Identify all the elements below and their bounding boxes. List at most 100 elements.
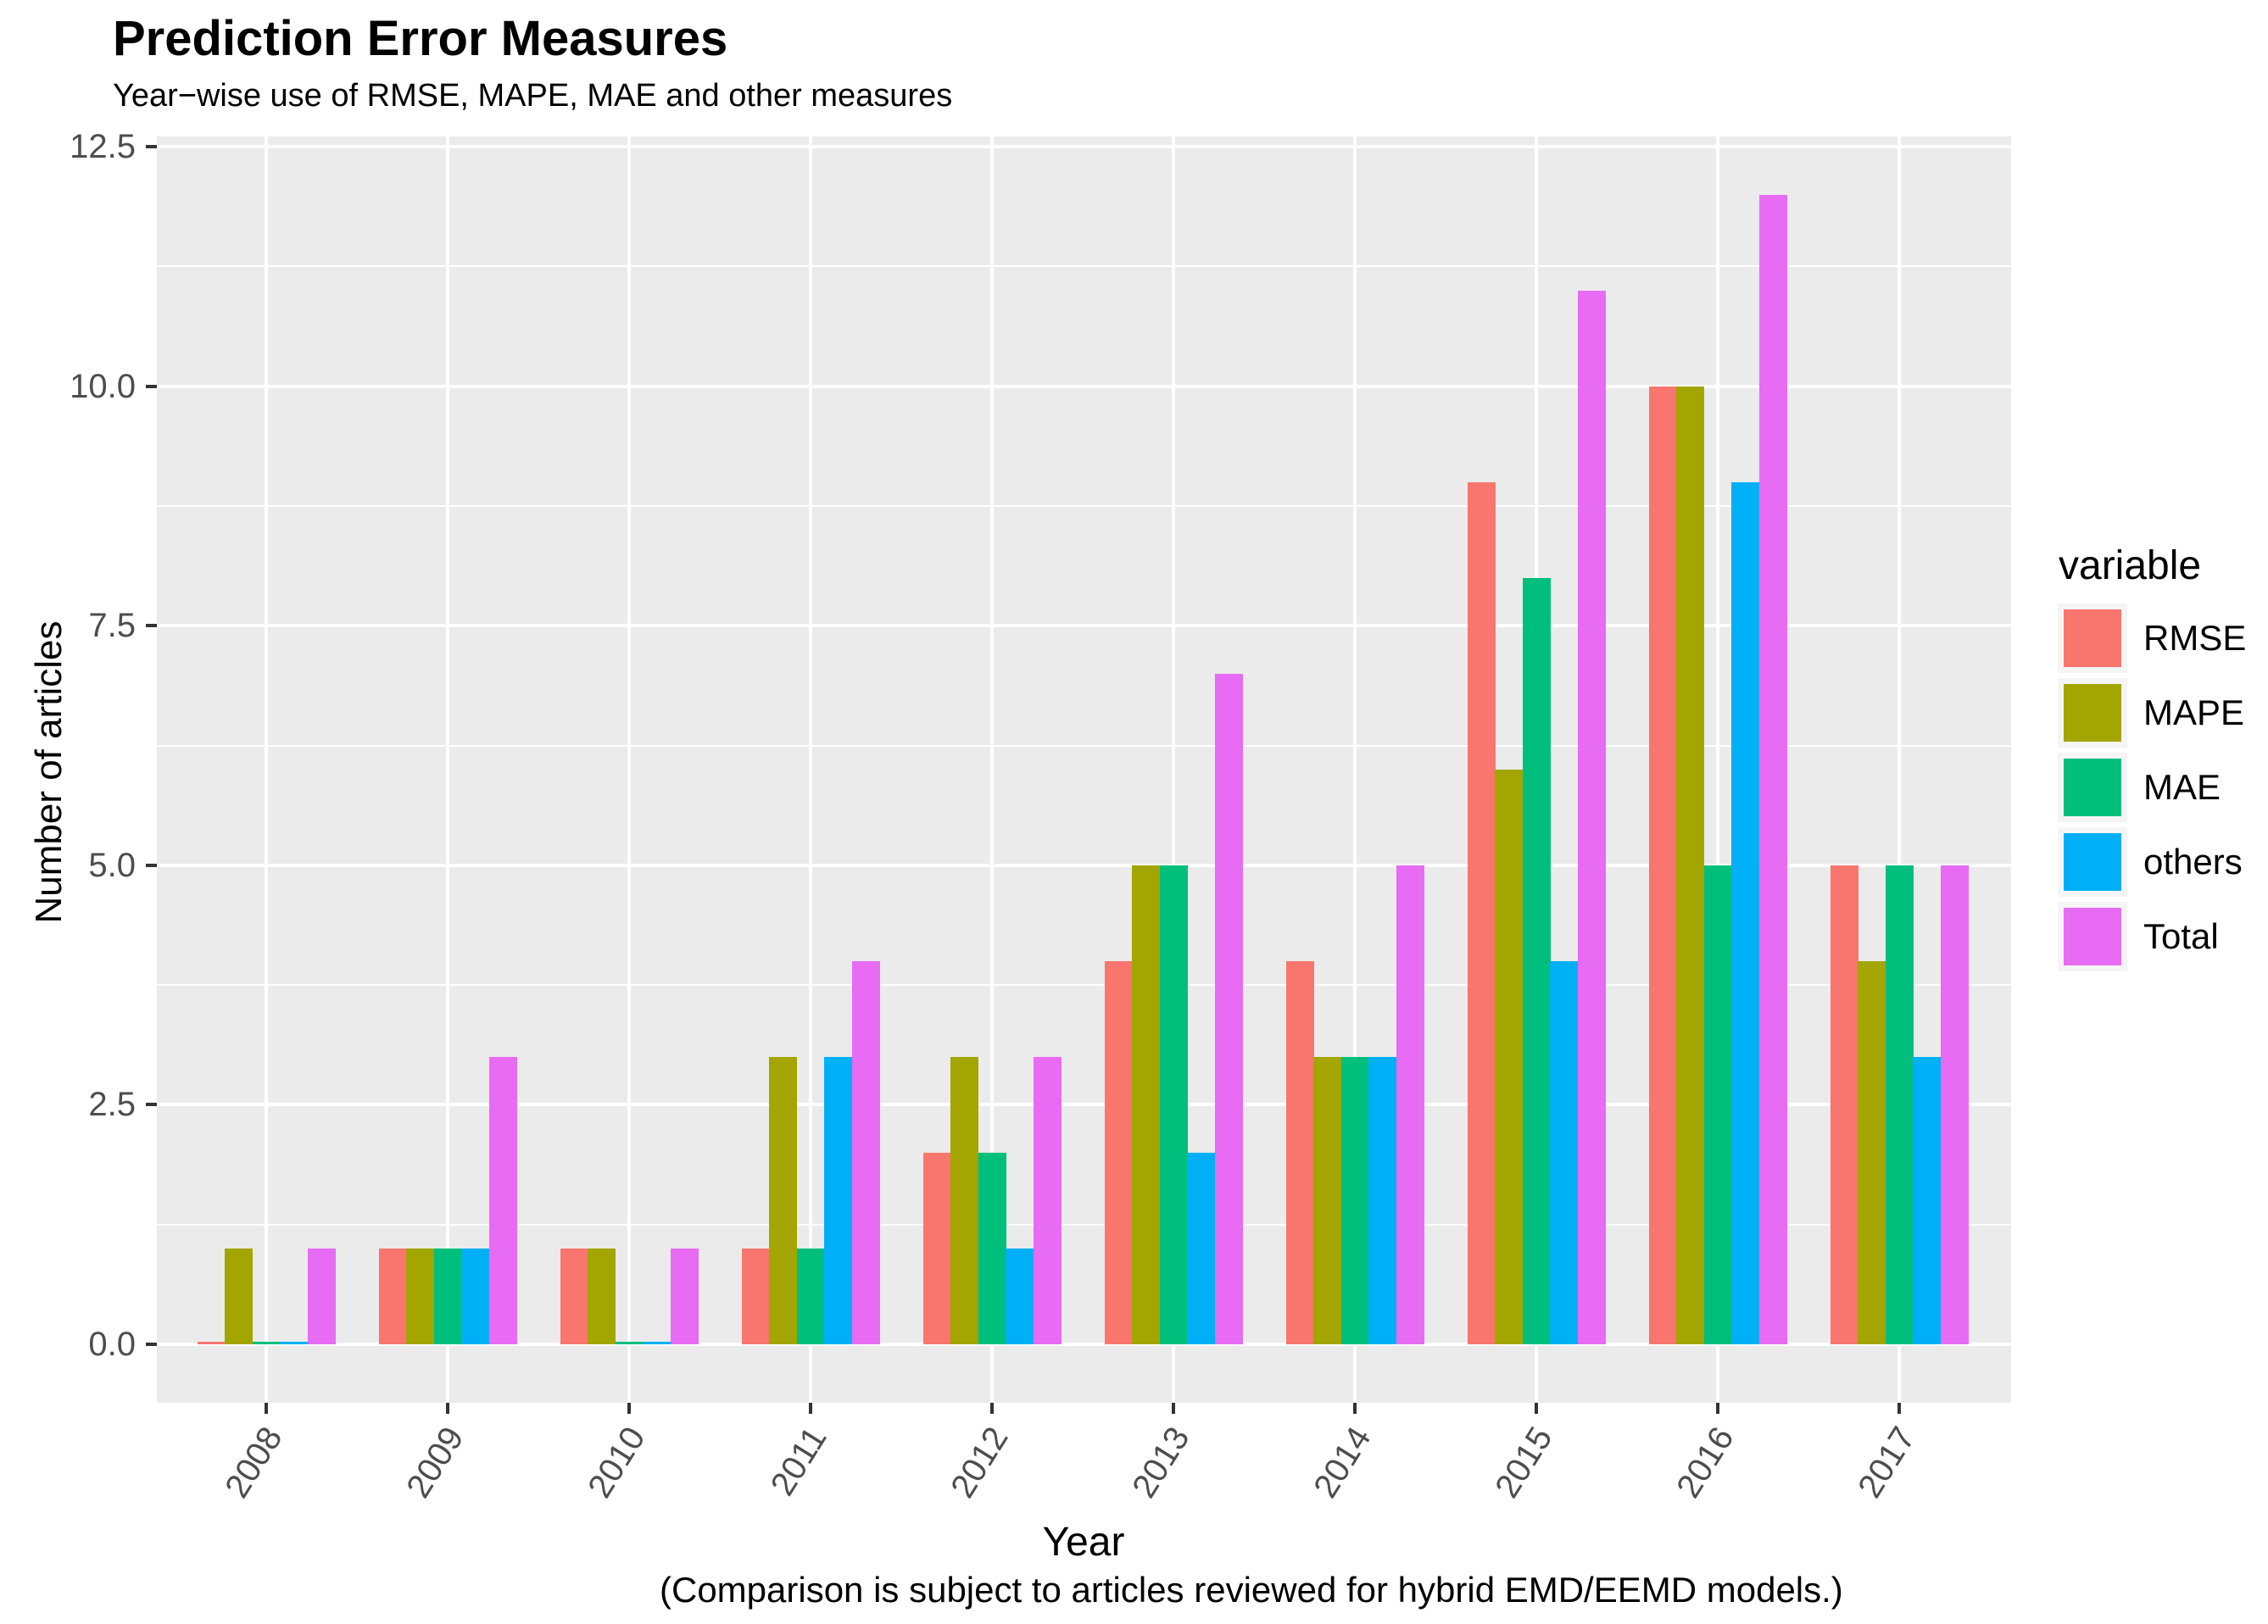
bar-others-2008 — [280, 1342, 308, 1344]
gridline-minor-horizontal — [157, 744, 2011, 747]
legend-label: MAE — [2143, 767, 2221, 807]
bar-total-2017 — [1941, 865, 1969, 1344]
y-axis-tick — [146, 1103, 157, 1107]
bar-mae-2012 — [978, 1153, 1006, 1344]
gridline-major-horizontal — [157, 1103, 2011, 1107]
bar-rmse-2009 — [379, 1249, 407, 1344]
bar-rmse-2008 — [198, 1342, 226, 1344]
chart-caption: (Comparison is subject to articles revie… — [660, 1570, 1843, 1610]
bar-total-2011 — [852, 961, 880, 1344]
bar-mae-2011 — [797, 1249, 825, 1344]
legend-label: others — [2143, 842, 2243, 882]
bar-others-2014 — [1368, 1057, 1396, 1344]
gridline-major-horizontal — [157, 624, 2011, 628]
y-axis-title: Number of articles — [28, 620, 70, 924]
bar-others-2010 — [643, 1342, 671, 1344]
gridline-major-vertical — [809, 136, 812, 1403]
legend-swatch-mape — [2064, 684, 2121, 742]
x-axis-tick — [1716, 1403, 1719, 1414]
bar-mae-2014 — [1341, 1057, 1369, 1344]
x-tick-label: 2017 — [1851, 1420, 1923, 1504]
bar-mape-2015 — [1495, 770, 1523, 1344]
gridline-major-horizontal — [157, 384, 2011, 388]
y-axis-tick — [146, 384, 157, 388]
x-axis-tick — [1353, 1403, 1357, 1414]
bar-rmse-2012 — [923, 1153, 951, 1344]
y-tick-label: 0.0 — [88, 1326, 136, 1363]
bar-mae-2009 — [434, 1249, 462, 1344]
x-axis-tick — [990, 1403, 994, 1414]
bar-mae-2013 — [1160, 865, 1188, 1344]
x-tick-label: 2015 — [1488, 1420, 1560, 1504]
bar-total-2008 — [308, 1249, 336, 1344]
legend-key — [2058, 603, 2127, 673]
gridline-major-vertical — [990, 136, 994, 1403]
bar-mape-2014 — [1313, 1057, 1341, 1344]
legend-label: RMSE — [2143, 618, 2247, 658]
bar-mae-2016 — [1704, 865, 1732, 1344]
gridline-minor-horizontal — [157, 504, 2011, 507]
bar-mae-2010 — [616, 1342, 644, 1344]
legend-swatch-others — [2064, 833, 2121, 891]
x-axis-tick — [1897, 1403, 1901, 1414]
legend-item-mae: MAE — [2052, 753, 2268, 822]
bar-rmse-2016 — [1649, 387, 1677, 1344]
chart-subtitle: Year−wise use of RMSE, MAPE, MAE and oth… — [113, 78, 953, 114]
legend-item-mape: MAPE — [2052, 678, 2268, 748]
legend-key — [2058, 678, 2127, 748]
gridline-major-vertical — [1172, 136, 1175, 1403]
legend-item-others: others — [2052, 827, 2268, 897]
bar-mape-2016 — [1676, 387, 1704, 1344]
legend-swatch-rmse — [2064, 609, 2121, 667]
bar-mae-2017 — [1886, 865, 1914, 1344]
bar-total-2010 — [671, 1249, 699, 1344]
bar-rmse-2013 — [1105, 961, 1133, 1344]
x-tick-label: 2008 — [218, 1420, 290, 1504]
gridline-major-vertical — [446, 136, 449, 1403]
x-axis-tick — [446, 1403, 449, 1414]
bar-rmse-2017 — [1831, 865, 1858, 1344]
bar-rmse-2014 — [1286, 961, 1314, 1344]
x-axis-tick — [265, 1403, 268, 1414]
y-axis-tick — [146, 624, 157, 628]
bar-total-2015 — [1578, 291, 1606, 1344]
bar-mape-2008 — [225, 1249, 253, 1344]
y-axis-tick — [146, 1343, 157, 1346]
legend-label: MAPE — [2143, 692, 2245, 732]
bar-others-2017 — [1913, 1057, 1941, 1344]
y-axis-tick — [146, 863, 157, 867]
legend-item-total: Total — [2052, 902, 2268, 971]
y-axis-tick — [146, 145, 157, 148]
bar-rmse-2015 — [1468, 482, 1496, 1344]
gridline-minor-horizontal — [157, 1223, 2011, 1226]
gridline-minor-horizontal — [157, 984, 2011, 987]
x-tick-label: 2009 — [399, 1420, 471, 1504]
x-tick-label: 2016 — [1669, 1420, 1741, 1504]
bar-others-2012 — [1006, 1249, 1034, 1344]
bar-others-2011 — [824, 1057, 852, 1344]
x-axis-title: Year — [1042, 1520, 1125, 1565]
bar-others-2013 — [1187, 1153, 1215, 1344]
bar-mape-2012 — [950, 1057, 978, 1344]
bar-others-2015 — [1550, 961, 1578, 1344]
gridline-major-vertical — [1716, 136, 1719, 1403]
x-axis-tick — [809, 1403, 812, 1414]
bar-total-2013 — [1215, 674, 1243, 1344]
bar-mape-2017 — [1858, 961, 1886, 1344]
bar-rmse-2010 — [560, 1249, 588, 1344]
bar-total-2012 — [1034, 1057, 1062, 1344]
bar-mae-2008 — [253, 1342, 281, 1344]
bar-mape-2010 — [588, 1249, 616, 1344]
x-axis-tick — [1535, 1403, 1538, 1414]
y-tick-label: 12.5 — [70, 128, 136, 165]
bar-total-2009 — [489, 1057, 517, 1344]
gridline-major-horizontal — [157, 145, 2011, 148]
bar-mape-2011 — [769, 1057, 797, 1344]
bar-mae-2015 — [1523, 578, 1551, 1344]
gridline-major-vertical — [265, 136, 268, 1403]
bar-others-2016 — [1731, 482, 1759, 1344]
bar-mape-2009 — [406, 1249, 434, 1344]
x-tick-label: 2010 — [581, 1420, 653, 1504]
legend-key — [2058, 902, 2127, 971]
